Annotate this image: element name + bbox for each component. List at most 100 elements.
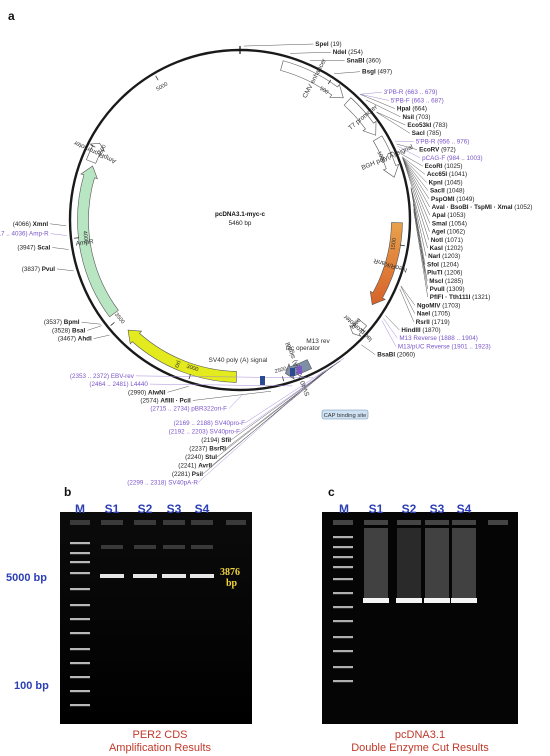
site-label-m13-reverse: M13 Reverse (1888 .. 1904) [399, 335, 477, 342]
site-leader-bpmi [81, 321, 101, 325]
site-label-psii: (2281) PsiI [172, 471, 203, 478]
plasmid-size: 5460 bp [229, 220, 252, 227]
gel-c-well [364, 520, 388, 525]
site-leader-agei [403, 160, 430, 232]
site-labels: SpeI (19)NdeI (254)SnaBI (360) BsgI (497)… [0, 41, 532, 486]
site-leader-bsgi [334, 71, 361, 74]
gel-b-well-empty [226, 520, 246, 525]
site-label-bsgi: BsgI (497) [362, 69, 392, 76]
lac-operator-mark [260, 376, 265, 385]
site-leader-xmni [50, 223, 67, 227]
gel-c-lane-S4: S4 [457, 502, 472, 516]
gel-c-ladder-band [333, 666, 353, 669]
gel-c-ladder-band [333, 680, 353, 683]
tick-label-5000: 5000 [155, 81, 169, 92]
tick-1500 [399, 244, 406, 247]
cap-binding-site-label: CAP binding site [324, 413, 367, 419]
site-label-avrii: (2241) AvrII [178, 463, 212, 470]
feature-label-lac: lac promoter [342, 312, 374, 342]
m13-rev-mark-2 [297, 366, 302, 374]
site-label-3-pb-r: 3'PB-R (663 .. 679) [384, 89, 438, 96]
gel-c-caption-line2: Double Enzyme Cut Results [351, 742, 489, 754]
gel-b-ladder-band [70, 618, 90, 621]
site-label-noti: NotI (1071) [431, 237, 463, 244]
gel-b-sample-band [190, 574, 214, 578]
site-label-nari: NarI (1203) [428, 253, 460, 260]
gel-c-background [322, 512, 518, 724]
site-leader-m13-puc-reverse [381, 320, 397, 347]
site-label-saci: SacI (785) [412, 130, 441, 137]
tick-500 [327, 79, 332, 85]
gel-b-faint-band [191, 545, 213, 549]
site-label-m13-puc-reverse: M13/pUC Reverse (1901 .. 1923) [398, 343, 491, 350]
site-label-bsrri: (2237) BsrRI [189, 446, 226, 453]
gel-c-ladder-band [333, 566, 353, 569]
band-size-label: 3876 [220, 567, 240, 578]
gel-b-faint-band [134, 545, 156, 549]
tick-2500 [281, 376, 285, 382]
site-leader-amp-r [50, 233, 67, 236]
panel-a-letter: a [8, 9, 15, 23]
site-leader-ebv-rev [135, 375, 314, 379]
gel-c-ladder-band [333, 546, 353, 549]
gel-c-well-M [333, 520, 353, 525]
gel-c-ladder-band [333, 650, 353, 653]
site-leader-avai-bsobi-tspmi-xmai [402, 158, 430, 208]
site-leader-pvui [56, 268, 74, 272]
site-leader-sv40pa-r [197, 371, 323, 483]
gel-b-sample-band [162, 574, 186, 578]
site-leader-noti [403, 162, 429, 240]
gel-b-lane-labels: M S1 S2 S3 S4 [75, 502, 210, 516]
gel-b-faint-band [101, 545, 123, 549]
gel-b-lane-S1: S1 [105, 502, 120, 516]
site-leader-sv40pro-f [239, 360, 341, 432]
gel-c-ladder-band [333, 620, 353, 623]
gel-b-caption-line1: PER2 CDS [132, 729, 187, 741]
feature-arc-lac [349, 318, 368, 337]
feature-arc-ampr [77, 165, 119, 318]
site-label-ngomiv: NgoMIV (1703) [417, 302, 460, 309]
gel-b [60, 512, 252, 724]
site-label-bsai: (3528) BsaI [52, 327, 86, 334]
site-label-pbr322ori-f: (2715 .. 2734) pBR322ori-F [150, 406, 227, 413]
site-label-sv40pa-r: (2299 .. 2318) SV40pA-R [127, 480, 198, 487]
gel-b-well [134, 520, 156, 525]
tick-label-4500: 4500 [97, 144, 108, 158]
gel-b-sample-band [100, 574, 124, 578]
gel-b-lane-S4: S4 [195, 502, 210, 516]
gel-b-ladder-band [70, 704, 90, 707]
site-leader-scai [52, 247, 69, 250]
gel-c-ladder-band [333, 578, 353, 581]
site-leader-msci [413, 203, 428, 281]
gel-b-lane-M: M [75, 502, 85, 516]
site-leader-acc65i [401, 156, 425, 175]
site-leader-m13-reverse [383, 318, 398, 339]
site-leader-eco53ki [376, 111, 406, 126]
site-label-rsrii: RsrII (1719) [416, 319, 450, 326]
feature-arc-amppro [86, 142, 106, 164]
site-leader-l4440 [149, 383, 293, 387]
site-label-ecorv: EcoRV (972) [419, 147, 456, 154]
site-label-eco53ki: Eco53kI (783) [407, 122, 447, 129]
cap-binding-site-box [321, 409, 369, 420]
gel-b-ladder-band [70, 648, 90, 651]
gel-c-well [425, 520, 449, 525]
gel-c-band [363, 598, 389, 603]
feature-arc-neo [369, 222, 403, 306]
gel-c-ladder-band [333, 606, 353, 609]
feature-arc-ori [127, 329, 237, 383]
gel-c [322, 512, 518, 724]
gel-b-sample-band [133, 574, 157, 578]
gel-c-lane-S1: S1 [369, 502, 384, 516]
site-leader-stui [216, 366, 333, 458]
site-leader-3-pb-r [360, 92, 382, 95]
site-label-scai: (3947) ScaI [17, 244, 50, 251]
site-leader-nsii [365, 99, 401, 118]
gel-b-caption-line2: Amplification Results [109, 742, 212, 754]
site-leader-pbr322ori-f [228, 393, 244, 409]
site-label-pvui: (3837) PvuI [22, 266, 56, 273]
site-leader-pcag-f [397, 145, 421, 159]
gel-c-smear [425, 528, 449, 598]
site-label-xmni: (4066) XmnI [13, 221, 49, 228]
